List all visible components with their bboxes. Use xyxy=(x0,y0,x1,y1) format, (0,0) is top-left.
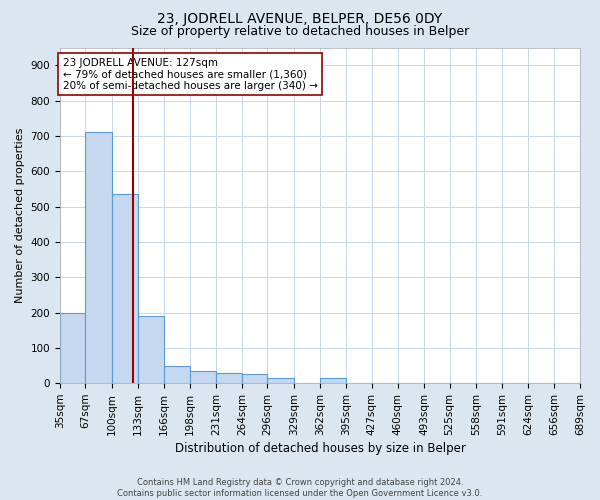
Text: Size of property relative to detached houses in Belper: Size of property relative to detached ho… xyxy=(131,25,469,38)
Y-axis label: Number of detached properties: Number of detached properties xyxy=(15,128,25,303)
Bar xyxy=(85,132,112,383)
Bar xyxy=(268,378,294,383)
Bar xyxy=(138,316,164,383)
Bar xyxy=(164,366,190,383)
Bar xyxy=(320,378,346,383)
Text: 23, JODRELL AVENUE, BELPER, DE56 0DY: 23, JODRELL AVENUE, BELPER, DE56 0DY xyxy=(157,12,443,26)
X-axis label: Distribution of detached houses by size in Belper: Distribution of detached houses by size … xyxy=(175,442,466,455)
Bar xyxy=(216,372,242,383)
Text: 23 JODRELL AVENUE: 127sqm
← 79% of detached houses are smaller (1,360)
20% of se: 23 JODRELL AVENUE: 127sqm ← 79% of detac… xyxy=(62,58,317,91)
Bar xyxy=(112,194,138,383)
Bar xyxy=(242,374,268,383)
Bar xyxy=(60,312,85,383)
Bar xyxy=(190,371,216,383)
Text: Contains HM Land Registry data © Crown copyright and database right 2024.
Contai: Contains HM Land Registry data © Crown c… xyxy=(118,478,482,498)
